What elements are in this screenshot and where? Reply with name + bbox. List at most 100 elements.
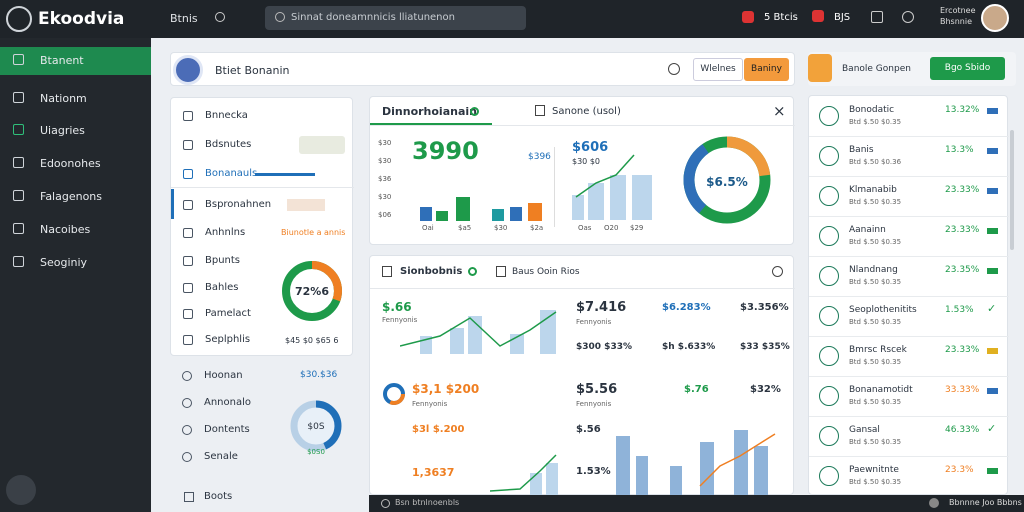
- list-item[interactable]: Bdsnutes: [205, 139, 252, 150]
- list-item[interactable]: Bonanauls: [205, 168, 258, 179]
- nav-item[interactable]: Nacoibes: [40, 223, 91, 236]
- caption: Fennyonis: [382, 316, 418, 324]
- tab[interactable]: Dinnorhoianain: [382, 105, 477, 118]
- axis: $30 $30 $36 $30 $06: [378, 139, 408, 229]
- stat-value: $7.416: [576, 300, 627, 315]
- item-name[interactable]: Seoplothenitits: [849, 305, 917, 315]
- item-icon: [819, 466, 839, 486]
- nav-item[interactable]: Edoonohes: [40, 157, 101, 170]
- clock-icon[interactable]: [668, 63, 680, 75]
- item-pct: 23.33%: [945, 345, 980, 355]
- list-icon: [182, 398, 192, 408]
- tab[interactable]: Baus Ooin Rios: [512, 267, 580, 277]
- list-item[interactable]: Anhnlns: [205, 227, 246, 238]
- item-name[interactable]: Bonodatic: [849, 105, 895, 115]
- list-item[interactable]: Seplphlis: [205, 334, 251, 345]
- collapse-button[interactable]: [6, 475, 36, 505]
- list-item[interactable]: Annonalo: [204, 397, 251, 408]
- stat-value: $33 $35%: [740, 342, 790, 352]
- item-sub: Btd $.50 $0.35: [849, 238, 902, 246]
- item-sub: Btd $.50 $0.35: [849, 198, 902, 206]
- nav-icon[interactable]: [13, 157, 24, 168]
- top-bar: Ekoodvia Btnis Sinnat doneamnnicis lliat…: [0, 0, 1024, 38]
- primary-button[interactable]: Bgo Sbido: [930, 57, 1005, 80]
- divider: [809, 256, 1009, 257]
- nav-icon[interactable]: [13, 124, 24, 135]
- item-sub: Btd $.50 $0.35: [849, 398, 902, 406]
- refresh-icon[interactable]: [772, 266, 783, 277]
- chip: [987, 148, 998, 154]
- list-item[interactable]: Bnnecka: [205, 110, 248, 121]
- list-item[interactable]: Bspronahnen: [205, 199, 272, 210]
- x-label: Oas: [578, 224, 592, 232]
- stat-value: $32%: [750, 384, 781, 395]
- divider: [370, 288, 795, 289]
- item-name[interactable]: Aanainn: [849, 225, 886, 235]
- swatch: [287, 199, 325, 211]
- box-icon[interactable]: [871, 11, 883, 23]
- nav-icon[interactable]: [13, 92, 24, 103]
- list-item[interactable]: Dontents: [204, 424, 250, 435]
- divider: [809, 416, 1009, 417]
- list-icon: [183, 256, 193, 266]
- item-name[interactable]: Banis: [849, 145, 874, 155]
- list-item[interactable]: Senale: [204, 451, 238, 462]
- notify[interactable]: 5 Btcis: [764, 12, 798, 23]
- list-item[interactable]: Pamelact: [205, 308, 251, 319]
- axis-label: $06: [378, 211, 392, 219]
- search-box[interactable]: Sinnat doneamnnicis lliatunenon: [265, 6, 526, 30]
- x-label: $29: [630, 224, 644, 232]
- divider: [809, 216, 1009, 217]
- tab[interactable]: Sanone (usol): [552, 106, 621, 117]
- alert-icon[interactable]: [742, 11, 754, 23]
- nav-item[interactable]: Seoginiy: [40, 256, 88, 269]
- item-name[interactable]: Bonanamotidt: [849, 385, 913, 395]
- menu[interactable]: Btnis: [170, 12, 198, 25]
- button[interactable]: Baniny: [744, 58, 789, 81]
- item-name[interactable]: Nlandnang: [849, 265, 898, 275]
- line-sub: $30 $0: [572, 157, 600, 166]
- list-icon: [183, 200, 193, 210]
- divider: [809, 376, 1009, 377]
- button[interactable]: Wlelnes: [693, 58, 743, 81]
- item-pct: 13.3%: [945, 145, 974, 155]
- item-name[interactable]: Bmrsc Rscek: [849, 345, 907, 355]
- donut: [683, 136, 771, 224]
- nav-item[interactable]: Nationm: [40, 92, 87, 105]
- nav-icon[interactable]: [13, 223, 24, 234]
- stat-value: $6.283%: [662, 302, 711, 313]
- avatar[interactable]: [981, 4, 1009, 32]
- list-item[interactable]: Hoonan: [204, 370, 243, 381]
- list-icon: [183, 335, 193, 345]
- line-chart: [572, 154, 652, 220]
- item-name[interactable]: Paewnitnte: [849, 465, 899, 475]
- item-sub: Btd $.50 $0.35: [849, 278, 902, 286]
- side-value: $396: [528, 152, 551, 162]
- caption: Fennyonis: [576, 400, 612, 408]
- user-line2: Bhsnnie: [940, 17, 973, 26]
- item-icon: [819, 186, 839, 206]
- left-list: Biunotle a annis 72%6 $45 $0 $65 6 Bnnec…: [170, 97, 354, 356]
- close-button[interactable]: ×: [773, 102, 786, 120]
- left-list-2: $30.$36 $0S $0S0 Boots Hoonan Annonalo Don…: [170, 362, 353, 502]
- footer: Boots: [204, 491, 233, 502]
- nav-item[interactable]: Uiagries: [40, 124, 85, 137]
- nav-item[interactable]: Btanent: [40, 54, 84, 67]
- nav-icon[interactable]: [13, 256, 24, 267]
- menu-icon[interactable]: [215, 12, 225, 22]
- mail-icon[interactable]: [812, 10, 824, 22]
- bottom-left: Bsn btnlnoenbls: [395, 498, 460, 507]
- nav-item[interactable]: Falagenons: [40, 190, 103, 203]
- list-item[interactable]: Bahles: [205, 282, 239, 293]
- nav-icon[interactable]: [13, 54, 24, 65]
- settings-icon[interactable]: [902, 11, 914, 23]
- badge: [299, 136, 345, 154]
- list-item[interactable]: Bpunts: [205, 255, 241, 266]
- ring: [383, 383, 405, 405]
- list-icon: [183, 111, 193, 121]
- item-icon: [819, 306, 839, 326]
- nav-icon[interactable]: [13, 190, 24, 201]
- item-name[interactable]: Klmanabib: [849, 185, 897, 195]
- item-icon: [819, 226, 839, 246]
- item-name[interactable]: Gansal: [849, 425, 880, 435]
